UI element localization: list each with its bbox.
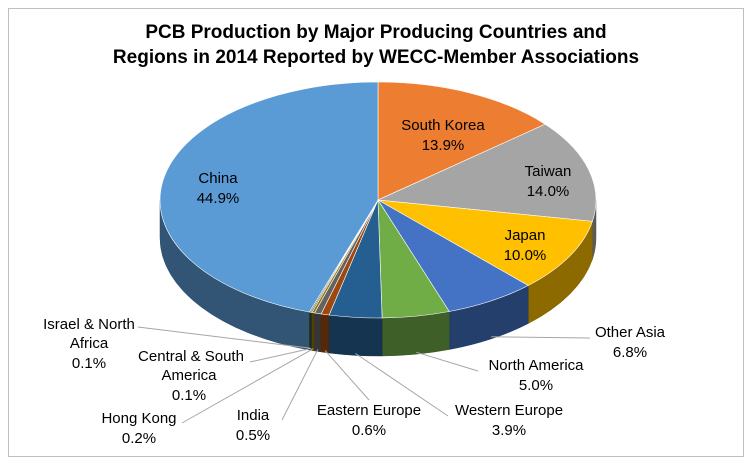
data-label-eastern-europe: Eastern Europe [317, 402, 421, 419]
data-value-other-asia: 6.8% [613, 344, 647, 361]
data-labels-group: South Korea 13.9% Taiwan 14.0% Japan 10.0% Oth… [43, 117, 666, 447]
data-label-western-europe: Western Europe [455, 402, 563, 419]
leader-line-north-america [416, 351, 479, 372]
pie-slice-south-korea [377, 81, 546, 201]
data-label-japan: Japan [505, 227, 546, 244]
data-value-eastern-europe: 0.6% [352, 422, 386, 439]
data-value-hong-kong: 0.2% [122, 430, 156, 447]
leader-line-hong-kong [181, 348, 314, 424]
data-value-japan: 10.0% [504, 247, 547, 264]
leader-line-other-asia [491, 336, 591, 339]
data-label-taiwan: Taiwan [525, 163, 572, 180]
chart-title-line1: PCB Production by Major Producing Countr… [145, 22, 607, 43]
pie-side-eastern-europe [320, 313, 330, 354]
chart-title: PCB Production by Major Producing Countr… [0, 20, 752, 70]
data-value-israel-north-africa: 0.1% [72, 355, 106, 372]
pie-top-group [159, 81, 597, 319]
pie-side-north-america [381, 311, 450, 357]
data-label-india: India [237, 407, 270, 424]
pie-side-hong-kong [311, 312, 315, 352]
data-value-north-america: 5.0% [519, 377, 553, 394]
data-label-south-korea: South Korea [401, 117, 485, 134]
data-label-central-south-america-line2: America [161, 367, 217, 384]
data-value-central-south-america: 0.1% [172, 387, 206, 404]
data-label-north-america: North America [488, 357, 584, 374]
data-value-south-korea: 13.9% [422, 137, 465, 154]
leader-line-western-europe [355, 352, 449, 417]
data-label-china: China [198, 170, 238, 187]
leader-line-israel-north-africa [137, 326, 311, 349]
pie-slice-china [159, 81, 379, 313]
leader-line-central-south-america [249, 347, 312, 363]
leader-line-india [281, 349, 319, 421]
data-label-other-asia: Other Asia [595, 324, 666, 341]
chart-title-line2: Regions in 2014 Reported by WECC-Member … [112, 47, 640, 68]
data-label-central-south-america-line1: Central & South [138, 348, 244, 365]
pie-slice-japan [377, 199, 593, 286]
pie-side-india [314, 312, 322, 353]
pie-side-western-europe [328, 314, 383, 357]
data-value-taiwan: 14.0% [527, 183, 570, 200]
data-value-western-europe: 3.9% [492, 422, 526, 439]
data-label-israel-north-africa-line1: Israel & North [43, 316, 135, 333]
data-label-israel-north-africa-line2: Africa [70, 335, 109, 352]
data-value-india: 0.5% [236, 427, 270, 444]
pie-slice-taiwan [376, 123, 597, 222]
pie-side-group [159, 199, 597, 357]
data-value-china: 44.9% [197, 190, 240, 207]
data-label-hong-kong: Hong Kong [101, 410, 176, 427]
leader-line-eastern-europe [324, 350, 370, 401]
